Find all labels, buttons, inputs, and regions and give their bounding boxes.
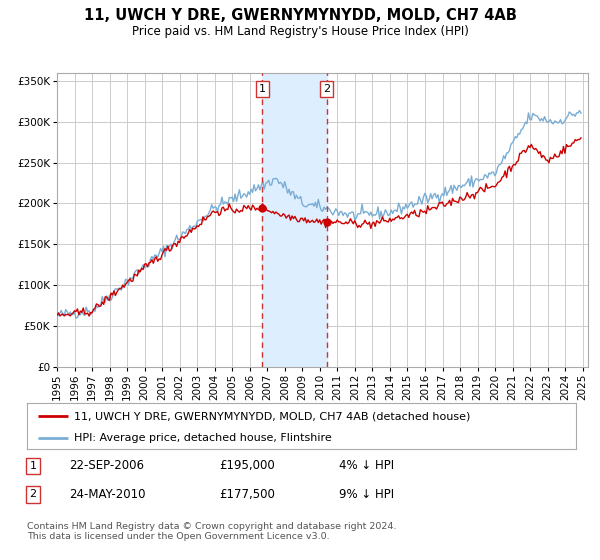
Text: 2: 2: [29, 489, 37, 500]
Text: 4% ↓ HPI: 4% ↓ HPI: [339, 459, 394, 473]
Text: £195,000: £195,000: [219, 459, 275, 473]
Text: HPI: Average price, detached house, Flintshire: HPI: Average price, detached house, Flin…: [74, 433, 331, 442]
Text: 1: 1: [259, 84, 266, 94]
Text: 2: 2: [323, 84, 330, 94]
Text: 11, UWCH Y DRE, GWERNYMYNYDD, MOLD, CH7 4AB (detached house): 11, UWCH Y DRE, GWERNYMYNYDD, MOLD, CH7 …: [74, 411, 470, 421]
Text: 24-MAY-2010: 24-MAY-2010: [69, 488, 146, 501]
Text: 9% ↓ HPI: 9% ↓ HPI: [339, 488, 394, 501]
Text: £177,500: £177,500: [219, 488, 275, 501]
Text: 1: 1: [29, 461, 37, 471]
Text: Price paid vs. HM Land Registry's House Price Index (HPI): Price paid vs. HM Land Registry's House …: [131, 25, 469, 38]
Text: 11, UWCH Y DRE, GWERNYMYNYDD, MOLD, CH7 4AB: 11, UWCH Y DRE, GWERNYMYNYDD, MOLD, CH7 …: [83, 8, 517, 24]
Text: Contains HM Land Registry data © Crown copyright and database right 2024.
This d: Contains HM Land Registry data © Crown c…: [27, 522, 397, 542]
Text: 22-SEP-2006: 22-SEP-2006: [69, 459, 144, 473]
Bar: [262, 73, 326, 367]
